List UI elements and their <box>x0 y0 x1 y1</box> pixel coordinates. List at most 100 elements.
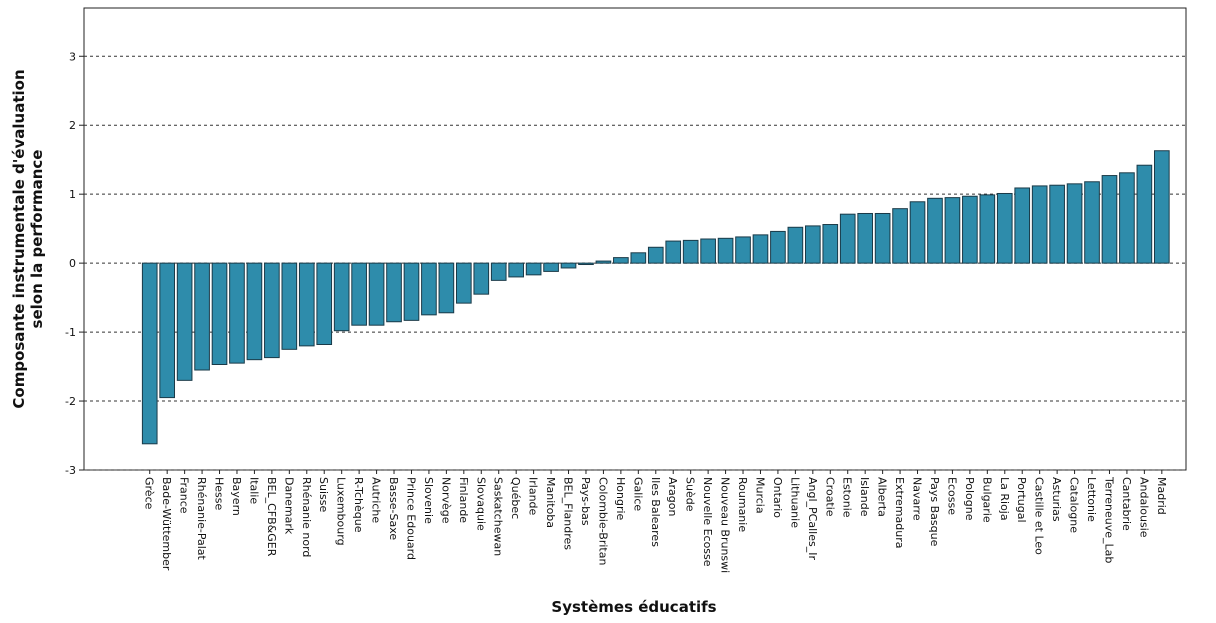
bar <box>455 262 472 304</box>
bar <box>1049 184 1065 264</box>
x-tick-label: Cantabrie <box>1120 477 1133 531</box>
x-tick-label: Extremadura <box>893 477 906 549</box>
y-axis-title: selon la performance <box>28 150 46 329</box>
bar <box>1014 187 1031 264</box>
bar <box>962 195 978 264</box>
bar <box>473 262 490 295</box>
bar <box>298 262 315 347</box>
bar <box>281 262 298 350</box>
bar <box>630 252 647 264</box>
x-tick-label: Andalousie <box>1137 477 1150 538</box>
bar <box>560 262 577 269</box>
x-tick-label: Prince Edouard <box>404 477 417 560</box>
bar <box>613 257 629 264</box>
x-tick-label: Luxembourg <box>335 477 348 546</box>
bar <box>874 212 891 264</box>
x-tick-label: Bayern <box>230 477 243 516</box>
bar <box>525 262 542 276</box>
bar <box>647 246 664 264</box>
x-tick-label: Alberta <box>876 477 889 517</box>
x-tick-label: Danemark <box>282 477 295 535</box>
bar <box>770 230 786 264</box>
x-tick-label: Rhénanie nord <box>300 477 313 557</box>
bar <box>839 213 856 264</box>
bar <box>1101 175 1118 264</box>
x-tick-label: Hongrie <box>614 477 627 521</box>
bar <box>264 262 280 359</box>
bar <box>700 238 716 264</box>
bar <box>211 262 228 365</box>
y-tick-label: -1 <box>65 326 76 339</box>
x-tick-label: Navarre <box>911 477 924 521</box>
x-tick-label: Bulgarie <box>980 477 993 523</box>
bar <box>787 226 804 264</box>
bar <box>403 262 420 321</box>
bar <box>508 262 525 278</box>
x-tick-label: Suisse <box>317 477 330 512</box>
bar <box>665 240 682 264</box>
y-tick-label: -3 <box>65 464 76 477</box>
x-tick-label: Autriche <box>370 477 383 523</box>
bar <box>543 262 559 272</box>
x-tick-label: Angl_PCalles_Ir <box>806 477 819 560</box>
x-tick-label: R-Tchèque <box>352 477 365 533</box>
bar <box>229 262 245 364</box>
bar <box>682 239 699 264</box>
bar <box>246 262 263 361</box>
bar <box>857 212 874 264</box>
x-tick-label: Nouveau Brunswi <box>719 477 732 573</box>
x-tick-label: Colombie-Britan <box>596 477 609 565</box>
x-tick-label: BEL_CFB&GER <box>265 477 278 557</box>
x-tick-label: Murcia <box>753 477 766 514</box>
bar <box>822 224 839 264</box>
bar <box>1084 181 1100 264</box>
bar <box>1031 185 1048 264</box>
x-tick-label: Québec <box>509 477 522 519</box>
x-tick-label: Basse-Saxe <box>387 477 400 540</box>
x-tick-label: Castille et Leo <box>1033 477 1046 555</box>
bar <box>176 262 193 381</box>
bar <box>979 194 996 264</box>
x-tick-label: Manitoba <box>544 477 557 528</box>
bar <box>927 197 943 264</box>
x-tick-label: Catalogne <box>1068 477 1081 533</box>
bar <box>438 262 455 314</box>
x-tick-label: Asturias <box>1050 477 1063 522</box>
x-tick-label: Grèce <box>143 477 156 510</box>
bar <box>194 262 210 371</box>
x-tick-label: Ecosse <box>945 477 958 515</box>
bar <box>333 262 350 332</box>
bar <box>804 225 821 264</box>
x-tick-label: Aragon <box>666 477 679 517</box>
bar <box>578 262 594 266</box>
bar <box>717 237 734 264</box>
x-tick-label: Italie <box>247 477 260 504</box>
y-axis-title: Composante instrumentale d'évaluation <box>10 69 28 408</box>
bar <box>944 197 961 264</box>
bar <box>368 262 385 326</box>
x-tick-label: Roumanie <box>736 477 749 532</box>
x-tick-label: BEL_Flandres <box>562 477 575 550</box>
x-tick-label: Ontario <box>771 477 784 518</box>
bar <box>1136 164 1153 264</box>
x-tick-label: Nouvelle Ecosse <box>701 477 714 567</box>
x-tick-label: Bade-Wüttember <box>160 477 173 571</box>
x-tick-label: Portugal <box>1015 477 1028 523</box>
bar <box>1153 150 1170 264</box>
x-tick-label: Lithuanie <box>788 477 801 528</box>
x-tick-label: Galice <box>631 477 644 511</box>
x-tick-label: La Rioja <box>998 477 1011 521</box>
x-tick-label: Pays Basque <box>928 477 941 547</box>
bar <box>490 262 507 281</box>
bar <box>996 192 1013 264</box>
y-tick-label: 3 <box>69 50 76 63</box>
x-tick-label: Estonie <box>841 477 854 518</box>
bar <box>159 262 176 399</box>
bar <box>1119 172 1135 264</box>
bar <box>1066 183 1083 264</box>
x-tick-label: Lettonie <box>1085 477 1098 522</box>
bar <box>909 201 926 264</box>
x-tick-label: Finlande <box>457 477 470 523</box>
x-tick-label: Irlande <box>527 477 540 516</box>
